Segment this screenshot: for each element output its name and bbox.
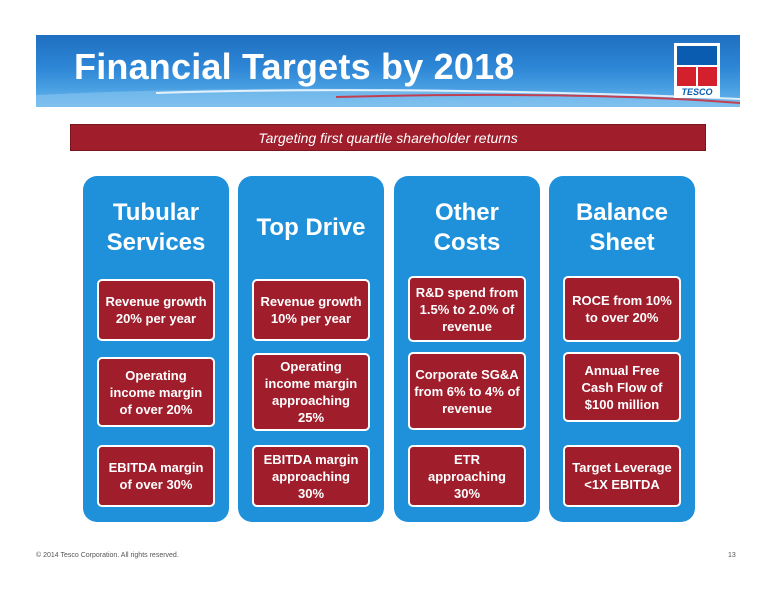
column-title-line2: Sheet [589,229,655,256]
column-balance-sheet: Balance Sheet ROCE from 10% to over 20% … [549,176,695,522]
target-box: Operating income margin of over 20% [97,357,215,427]
column-title-line1: Top Drive [256,214,366,241]
target-box: Corporate SG&A from 6% to 4% of revenue [408,352,526,430]
tesco-logo: TESCO [674,43,720,98]
target-box: ROCE from 10% to over 20% [563,276,681,342]
column-title-line1: Balance [575,199,669,226]
target-box: Revenue growth 20% per year [97,279,215,341]
header-swoosh-decoration [36,88,740,107]
footer-copyright: © 2014 Tesco Corporation. All rights res… [36,552,179,559]
target-box: ETR approaching 30% [408,445,526,507]
column-title-line2: Services [106,229,206,256]
column-top-drive: Top Drive Revenue growth 10% per year Op… [238,176,384,522]
target-box: Revenue growth 10% per year [252,279,370,341]
target-box: Annual Free Cash Flow of $100 million [563,352,681,422]
logo-text: TESCO [681,87,713,97]
column-title-line1: Other [434,199,499,226]
column-other-costs: Other Costs R&D spend from 1.5% to 2.0% … [394,176,540,522]
title-header: Financial Targets by 2018 [36,35,740,107]
target-box: EBITDA margin approaching 30% [252,445,370,507]
target-box: Target Leverage <1X EBITDA [563,445,681,507]
column-title-line2: Costs [433,229,501,256]
column-tubular-services: Tubular Services Revenue growth 20% per … [83,176,229,522]
subtitle-banner: Targeting first quartile shareholder ret… [70,124,706,151]
target-box: R&D spend from 1.5% to 2.0% of revenue [408,276,526,342]
page-number: 13 [728,552,736,559]
column-title-line1: Tubular [112,199,200,226]
target-box: EBITDA margin of over 30% [97,445,215,507]
target-box: Operating income margin approaching 25% [252,353,370,431]
page-title: Financial Targets by 2018 [74,46,515,87]
